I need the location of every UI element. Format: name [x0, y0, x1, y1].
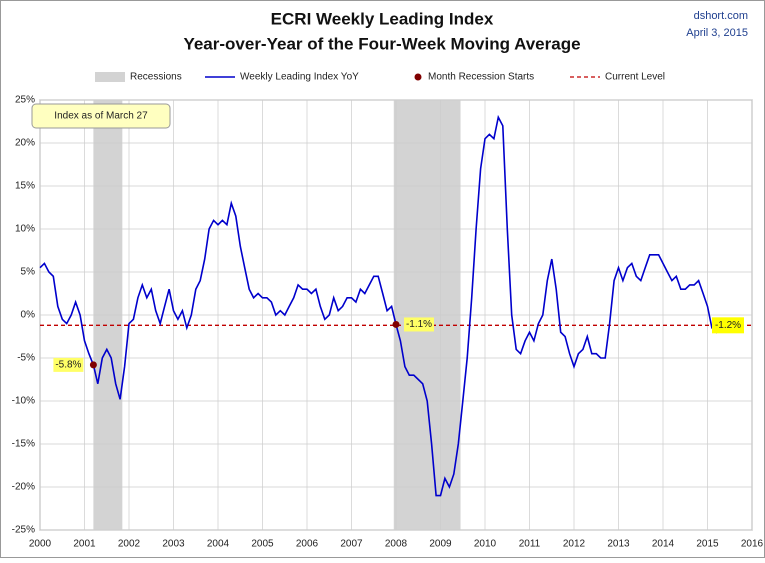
x-tick-label: 2006 — [296, 539, 319, 550]
x-tick-label: 2015 — [696, 539, 719, 550]
x-tick-label: 2001 — [73, 539, 96, 550]
y-tick-label: -15% — [12, 439, 35, 450]
y-tick-label: 15% — [15, 181, 35, 192]
y-tick-label: 20% — [15, 138, 35, 149]
x-tick-label: 2007 — [340, 539, 363, 550]
y-tick-label: -5% — [17, 353, 35, 364]
annotation-box — [31, 103, 171, 129]
series-line — [39, 114, 720, 497]
label-box — [53, 357, 84, 372]
x-tick-label: 2013 — [607, 539, 630, 550]
data-label: -1.1% — [406, 319, 432, 330]
y-tick-label: -25% — [12, 525, 35, 536]
x-tick-label: 2011 — [519, 539, 541, 550]
data-label: -5.8% — [55, 360, 81, 371]
legend-label: Current Level — [605, 72, 665, 83]
x-tick-label: 2009 — [429, 539, 452, 550]
legend-label: Month Recession Starts — [428, 72, 534, 83]
x-tick-label: 2000 — [29, 539, 52, 550]
chart-title: ECRI Weekly Leading Index — [271, 9, 494, 28]
legend-label: Recessions — [130, 72, 182, 83]
y-tick-label: 25% — [15, 95, 35, 106]
label-box — [712, 317, 744, 334]
x-tick-label: 2004 — [207, 539, 230, 550]
x-tick-label: 2014 — [652, 539, 675, 550]
x-tick-label: 2005 — [251, 539, 274, 550]
recession-start-marker — [392, 320, 400, 328]
y-tick-label: -20% — [12, 482, 35, 493]
y-tick-label: 10% — [15, 224, 35, 235]
y-tick-label: -10% — [12, 396, 35, 407]
label-box — [404, 317, 434, 332]
x-tick-label: 2002 — [118, 539, 141, 550]
chart-subtitle: Year-over-Year of the Four-Week Moving A… — [183, 34, 580, 53]
recession-start-marker — [89, 361, 97, 369]
y-tick-label: 5% — [21, 267, 36, 278]
x-tick-label: 2008 — [385, 539, 408, 550]
x-tick-label: 2016 — [741, 539, 764, 550]
data-label: -1.2% — [715, 320, 741, 331]
legend-label: Weekly Leading Index YoY — [240, 72, 359, 83]
y-tick-label: 0% — [21, 310, 36, 321]
x-tick-label: 2012 — [563, 539, 586, 550]
legend-swatch — [95, 72, 125, 82]
x-tick-label: 2010 — [474, 539, 497, 550]
x-tick-label: 2003 — [162, 539, 185, 550]
annotation: Index as of March 27 — [54, 111, 148, 122]
source: dshort.com — [694, 10, 748, 22]
date: April 3, 2015 — [686, 27, 748, 39]
legend-swatch — [414, 73, 422, 81]
